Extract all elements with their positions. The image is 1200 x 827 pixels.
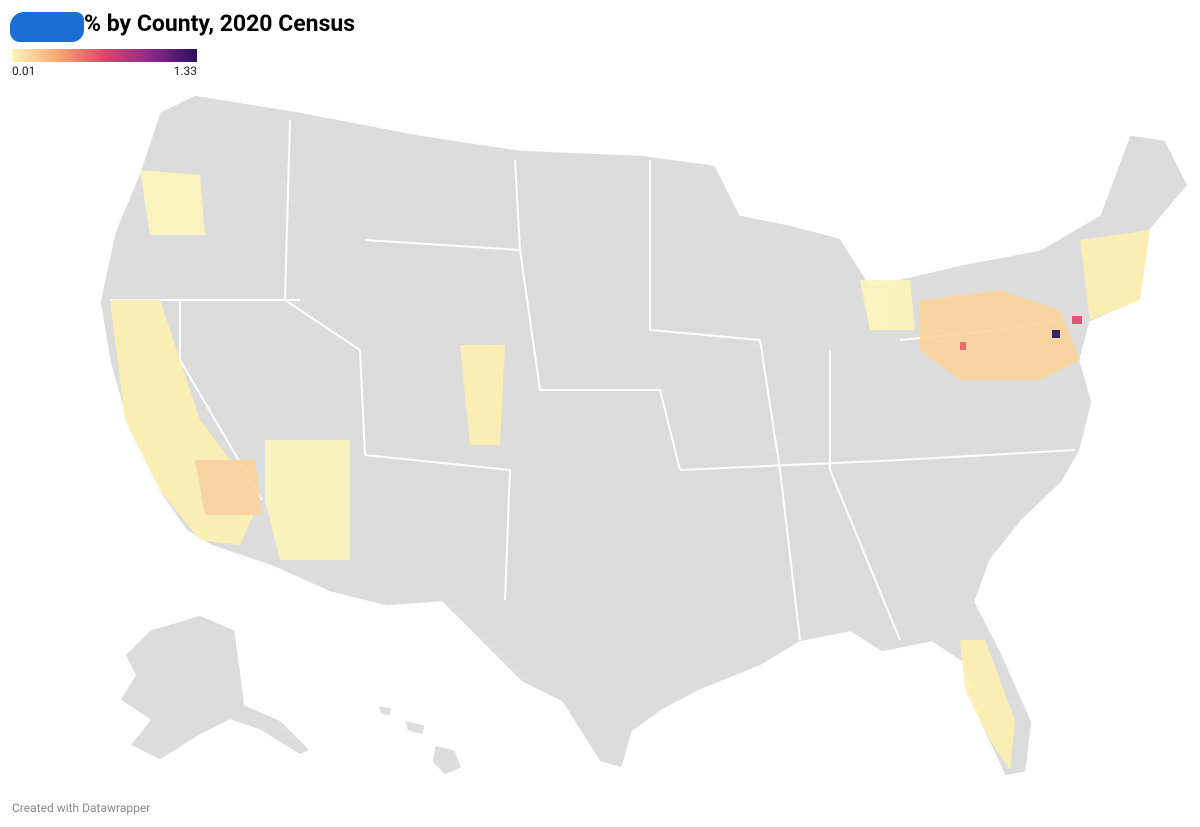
hawaii <box>431 744 463 776</box>
hawaii <box>377 704 393 717</box>
legend-gradient <box>12 49 197 62</box>
state-border <box>829 350 901 641</box>
highlight-area <box>960 640 1015 770</box>
state-border <box>679 449 1076 471</box>
highlight-area <box>1052 330 1060 338</box>
highlight-area <box>265 440 350 560</box>
state-border <box>364 454 512 601</box>
highlight-area <box>860 280 915 330</box>
contiguous-us <box>99 94 1189 777</box>
state-border <box>283 119 366 456</box>
highlight-area <box>1080 230 1150 320</box>
state-border <box>649 160 761 341</box>
highlight-area <box>140 170 205 235</box>
legend-max: 1.33 <box>173 64 197 78</box>
credit: Created with Datawrapper <box>12 801 151 815</box>
highlight-area <box>195 460 262 515</box>
hawaii <box>404 718 426 736</box>
state-border <box>519 249 681 471</box>
redaction <box>10 12 84 42</box>
highlight-area <box>460 345 505 445</box>
highlight-area <box>1072 316 1082 324</box>
legend-min: 0.01 <box>12 64 36 78</box>
highlight-area <box>920 290 1080 380</box>
title: % by County, 2020 Census <box>84 10 356 37</box>
state-border <box>759 339 801 641</box>
alaska <box>118 614 312 761</box>
highlight-area <box>960 342 966 350</box>
